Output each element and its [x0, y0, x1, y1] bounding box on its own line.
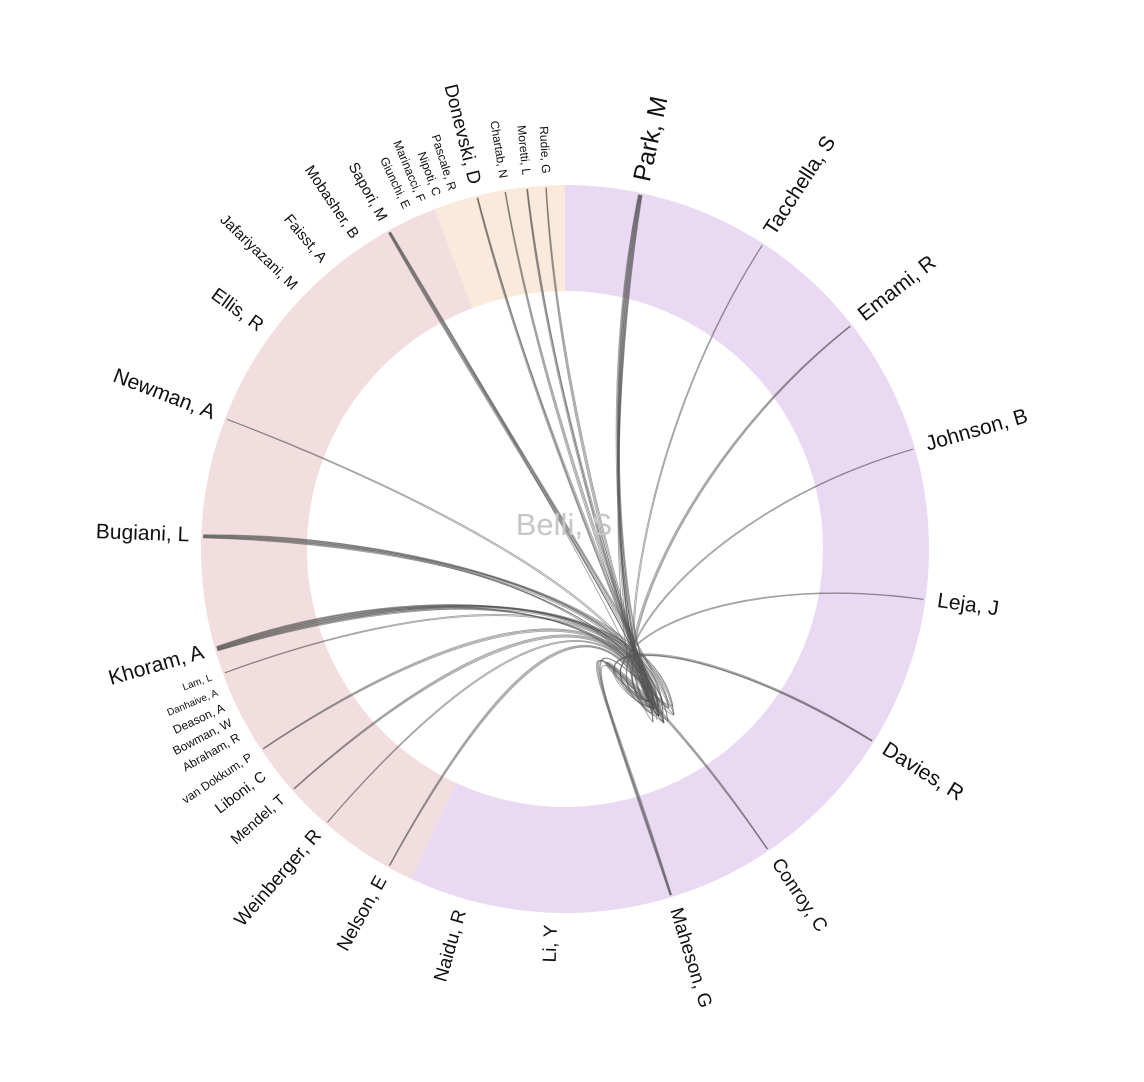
sector-peach-group	[434, 185, 565, 309]
coauthor-link	[388, 644, 660, 866]
sector-purple-group	[411, 185, 929, 913]
author-label: Nelson, E	[333, 873, 391, 955]
coauthor-link	[389, 231, 654, 723]
coauthor-link	[619, 655, 872, 742]
author-label: Naidu, R	[430, 907, 471, 984]
coauthor-link	[389, 232, 670, 709]
author-label: Faisst, A	[280, 211, 330, 266]
coauthor-link	[619, 593, 924, 710]
coauthor-link	[505, 191, 660, 717]
coauthor-link	[606, 661, 769, 850]
coauthor-link	[632, 245, 763, 703]
coauthor-link	[203, 535, 659, 708]
coauthor-link	[606, 662, 768, 850]
coauthor-link	[203, 535, 654, 723]
coauthor-link	[613, 654, 873, 742]
author-label: Park, M	[628, 94, 673, 184]
author-label: Johnson, B	[923, 404, 1030, 455]
center-author-label: Belli, S	[516, 507, 612, 542]
author-label: Chartab, N	[487, 120, 510, 180]
coauthor-link	[327, 640, 650, 823]
coauthor-link	[216, 607, 654, 723]
coauthor-link	[389, 646, 650, 866]
coauthor-link	[545, 187, 650, 703]
author-label: Tacchella, S	[759, 132, 840, 239]
coauthor-link	[596, 660, 672, 896]
author-label: Leja, J	[936, 589, 1000, 620]
coauthor-link	[545, 187, 655, 710]
sector-pink-group	[201, 209, 473, 879]
author-label: Rudie, G	[537, 126, 553, 174]
author-label: Davies, R	[878, 738, 967, 806]
author-label: Li, Y	[540, 924, 562, 963]
coauthor-link	[224, 613, 655, 710]
coauthor-link	[625, 448, 914, 703]
coauthor-link	[203, 534, 669, 722]
author-label: Bugiani, L	[96, 520, 190, 546]
coauthor-link	[545, 187, 660, 717]
coauthor-link	[476, 197, 650, 703]
coauthor-link	[504, 191, 650, 703]
author-label: Conroy, C	[767, 855, 831, 936]
coauthor-link	[526, 188, 655, 710]
author-label: Emami, R	[854, 251, 941, 326]
author-label: Maheson, G	[665, 905, 715, 1010]
coauthor-link	[631, 325, 851, 710]
group-sectors	[201, 185, 929, 913]
coauthor-link	[389, 645, 655, 866]
author-label: Newman, A	[110, 364, 219, 424]
author-label: Moretti, L	[514, 124, 533, 176]
coauthor-links	[203, 187, 924, 896]
author-label: Ellis, R	[207, 284, 267, 336]
